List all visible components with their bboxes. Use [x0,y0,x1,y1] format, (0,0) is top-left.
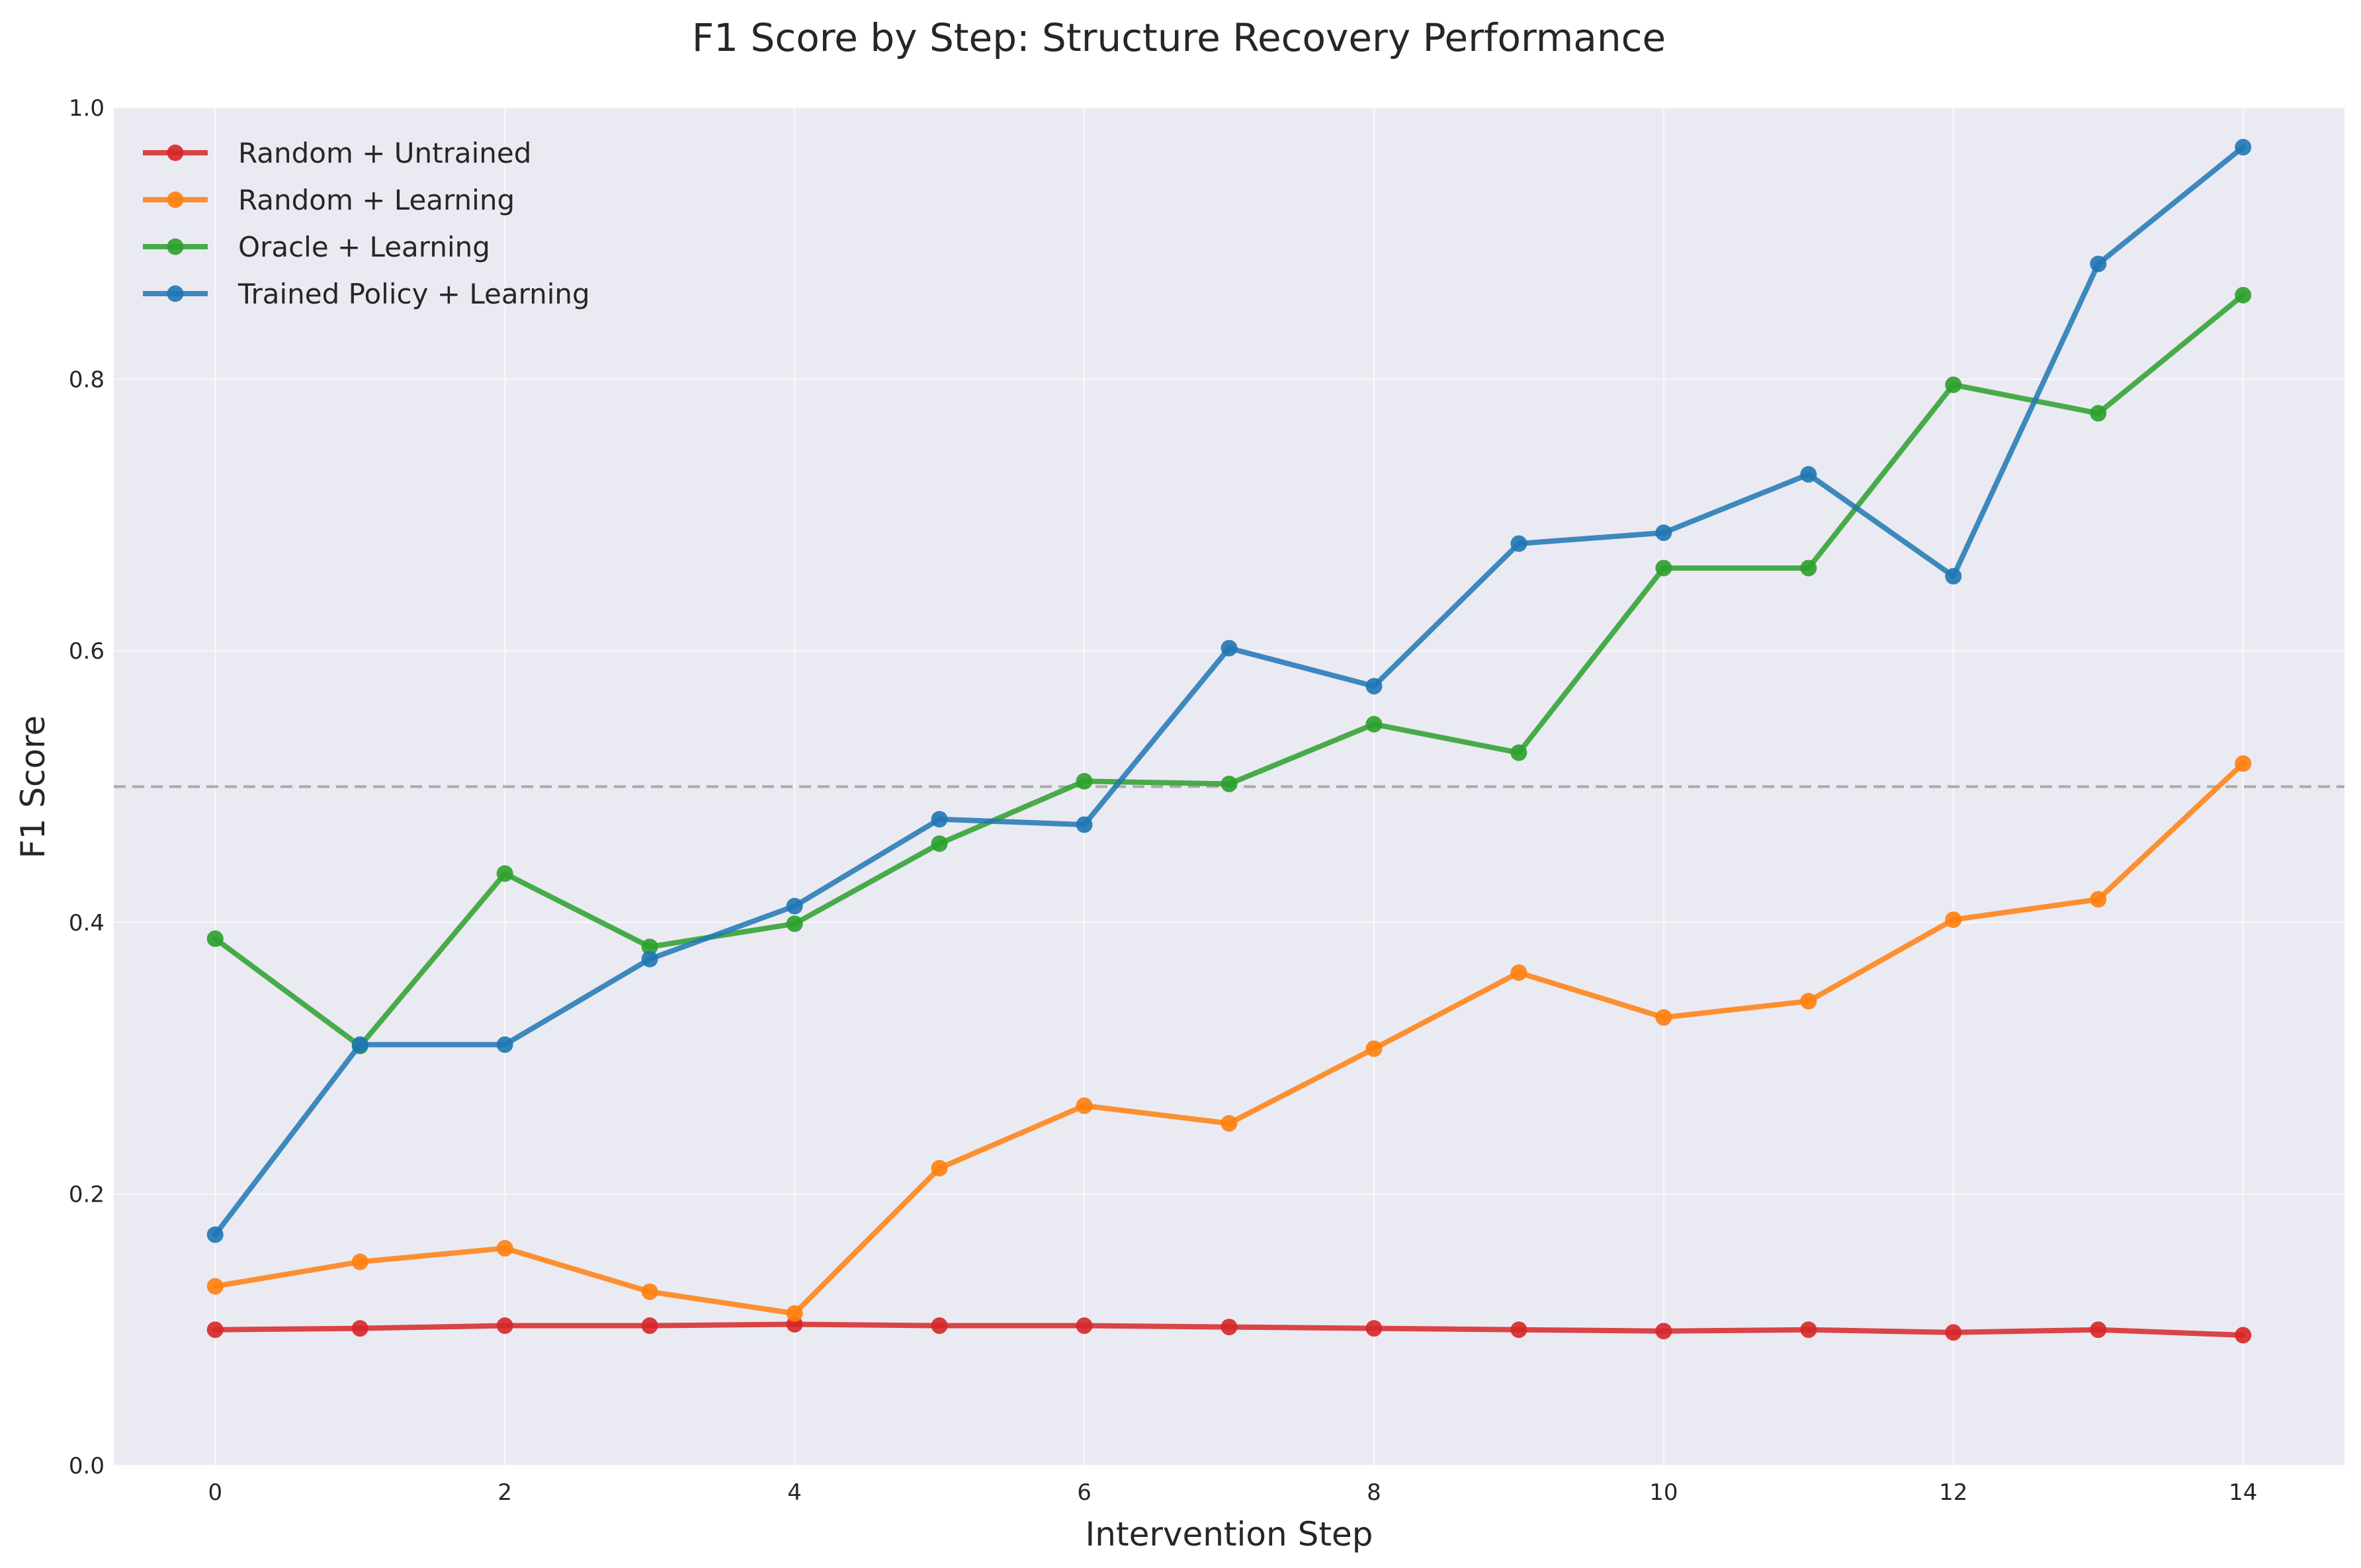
data-point [206,1321,224,1339]
y-tick-label: 1.0 [69,95,105,122]
data-point [1655,524,1672,542]
legend-label: Trained Policy + Learning [237,278,590,310]
series-0 [206,1315,2252,1344]
data-point [1510,744,1527,761]
data-point [351,1253,368,1270]
data-point [931,835,948,852]
data-point [1221,775,1238,792]
y-tick-label: 0.8 [69,367,105,393]
data-point [1655,1009,1672,1026]
data-point [641,938,658,956]
data-point [1365,1320,1383,1337]
data-point [786,915,803,932]
data-point [2090,1321,2107,1339]
tick-labels: 0 2 4 6 8 10 12 14 0.0 0.2 0.4 0.6 0.8 1.0 [69,95,2257,1506]
data-point [786,897,803,915]
data-point [1655,559,1672,577]
legend-label: Random + Untrained [238,137,531,169]
data-point [1076,816,1093,833]
x-tick-label: 12 [1939,1479,1967,1506]
data-point [1800,1321,1817,1339]
data-point [1365,678,1383,695]
data-point [2235,755,2252,772]
series-layer [206,139,2252,1344]
legend-marker [167,238,184,255]
data-point [2235,286,2252,304]
x-tick-label: 0 [208,1479,222,1506]
legend-item: Random + Learning [143,184,515,216]
data-point [1945,376,1962,393]
data-point [206,1278,224,1295]
data-point [1800,466,1817,483]
data-point [1076,1317,1093,1335]
y-tick-label: 0.2 [69,1181,105,1208]
data-point [206,930,224,947]
legend-item: Random + Untrained [143,137,531,169]
data-point [1221,1319,1238,1336]
x-tick-label: 14 [2229,1479,2257,1506]
data-point [1655,1323,1672,1340]
data-point [496,1240,513,1257]
data-point [496,1317,513,1335]
data-point [496,1036,513,1053]
data-point [1800,559,1817,577]
data-point [641,1317,658,1335]
series-1 [206,755,2252,1322]
x-tick-label: 8 [1367,1479,1381,1506]
data-point [931,1317,948,1335]
data-point [2235,1327,2252,1344]
data-point [641,1283,658,1300]
data-point [1510,535,1527,552]
x-tick-label: 6 [1077,1479,1092,1506]
data-point [2235,139,2252,156]
x-tick-label: 10 [1649,1479,1678,1506]
data-point [2090,255,2107,272]
data-point [1076,772,1093,790]
data-point [1945,911,1962,928]
data-point [1076,1097,1093,1114]
data-point [1510,1321,1527,1339]
y-tick-label: 0.0 [69,1453,105,1479]
data-point [1945,1324,1962,1341]
y-axis-label: F1 Score [14,716,52,859]
y-tick-label: 0.4 [69,910,105,936]
y-tick-label: 0.6 [69,638,105,665]
data-point [1945,567,1962,585]
chart-title: F1 Score by Step: Structure Recovery Per… [692,15,1666,60]
series-3 [206,139,2252,1243]
legend-marker [167,191,184,208]
data-point [2090,891,2107,908]
data-point [1365,716,1383,733]
data-point [206,1226,224,1243]
data-point [351,1320,368,1337]
legend-marker [167,285,184,302]
data-point [1800,993,1817,1010]
data-point [1365,1040,1383,1057]
data-point [786,1305,803,1322]
data-point [931,811,948,828]
data-point [931,1159,948,1176]
legend-item: Trained Policy + Learning [143,278,590,310]
legend-item: Oracle + Learning [143,231,490,263]
data-point [2090,405,2107,422]
legend-label: Oracle + Learning [238,231,490,263]
data-point [1221,1115,1238,1132]
x-tick-label: 2 [497,1479,512,1506]
data-point [351,1036,368,1053]
legend-label: Random + Learning [238,184,515,216]
data-point [1510,964,1527,981]
x-axis-label: Intervention Step [1086,1515,1373,1553]
legend-marker [167,144,184,161]
x-tick-label: 4 [787,1479,802,1506]
data-point [496,865,513,882]
legend: Random + Untrained Random + Learning Oracl… [143,137,590,310]
data-point [1221,640,1238,657]
data-point [641,950,658,968]
